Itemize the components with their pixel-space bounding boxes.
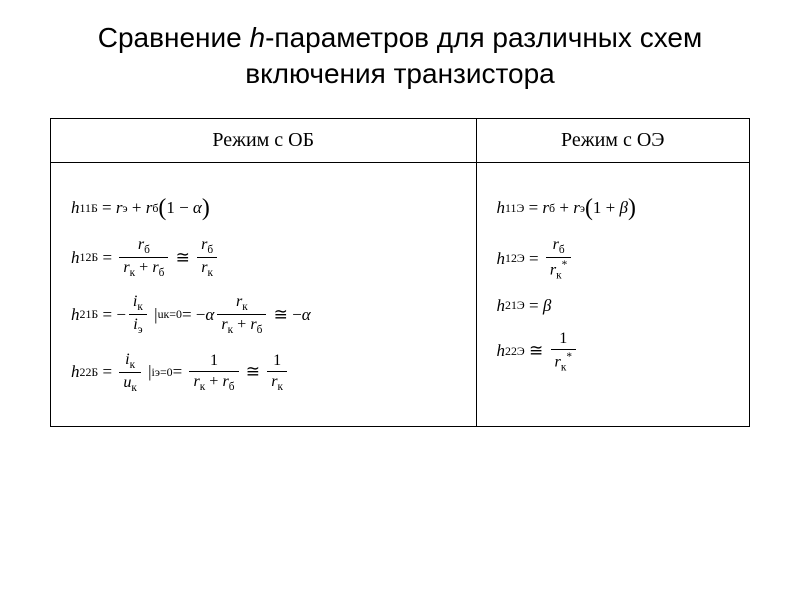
title-part2: -параметров для различных схем включения… [245, 22, 702, 89]
title-part1: Сравнение [98, 22, 250, 53]
table-body-row: h11Б = rэ + rб (1 − α) h12Б = rб rк + rб [51, 162, 750, 426]
comparison-table: Режим с ОБ Режим с ОЭ h11Б = rэ + rб (1 … [50, 118, 750, 427]
cell-oe: h11Э = rб + rэ (1 + β) h12Э = rб rк* [476, 162, 749, 426]
eq-h22e: h22Э ≅ 1 rк* [497, 330, 729, 374]
slide-title: Сравнение h-параметров для различных схе… [50, 20, 750, 93]
eq-h21b: h21Б = − iк iэ |uк=0 = −α rк rк + rб ≅ [71, 293, 456, 336]
header-ob: Режим с ОБ [51, 118, 477, 162]
title-h: h [250, 22, 266, 53]
table-header-row: Режим с ОБ Режим с ОЭ [51, 118, 750, 162]
eq-h12e: h12Э = rб rк* [497, 236, 729, 282]
header-oe: Режим с ОЭ [476, 118, 749, 162]
eq-h21e: h21Э = β [497, 296, 729, 316]
cell-ob: h11Б = rэ + rб (1 − α) h12Б = rб rк + rб [51, 162, 477, 426]
eq-h11b: h11Б = rэ + rб (1 − α) [71, 195, 456, 222]
eq-h12b: h12Б = rб rк + rб ≅ rб rк [71, 236, 456, 279]
slide-container: Сравнение h-параметров для различных схе… [0, 0, 800, 447]
eq-h11e: h11Э = rб + rэ (1 + β) [497, 195, 729, 222]
eq-h22b: h22Б = iк uк |iэ=0 = 1 rк + rб ≅ 1 [71, 351, 456, 394]
